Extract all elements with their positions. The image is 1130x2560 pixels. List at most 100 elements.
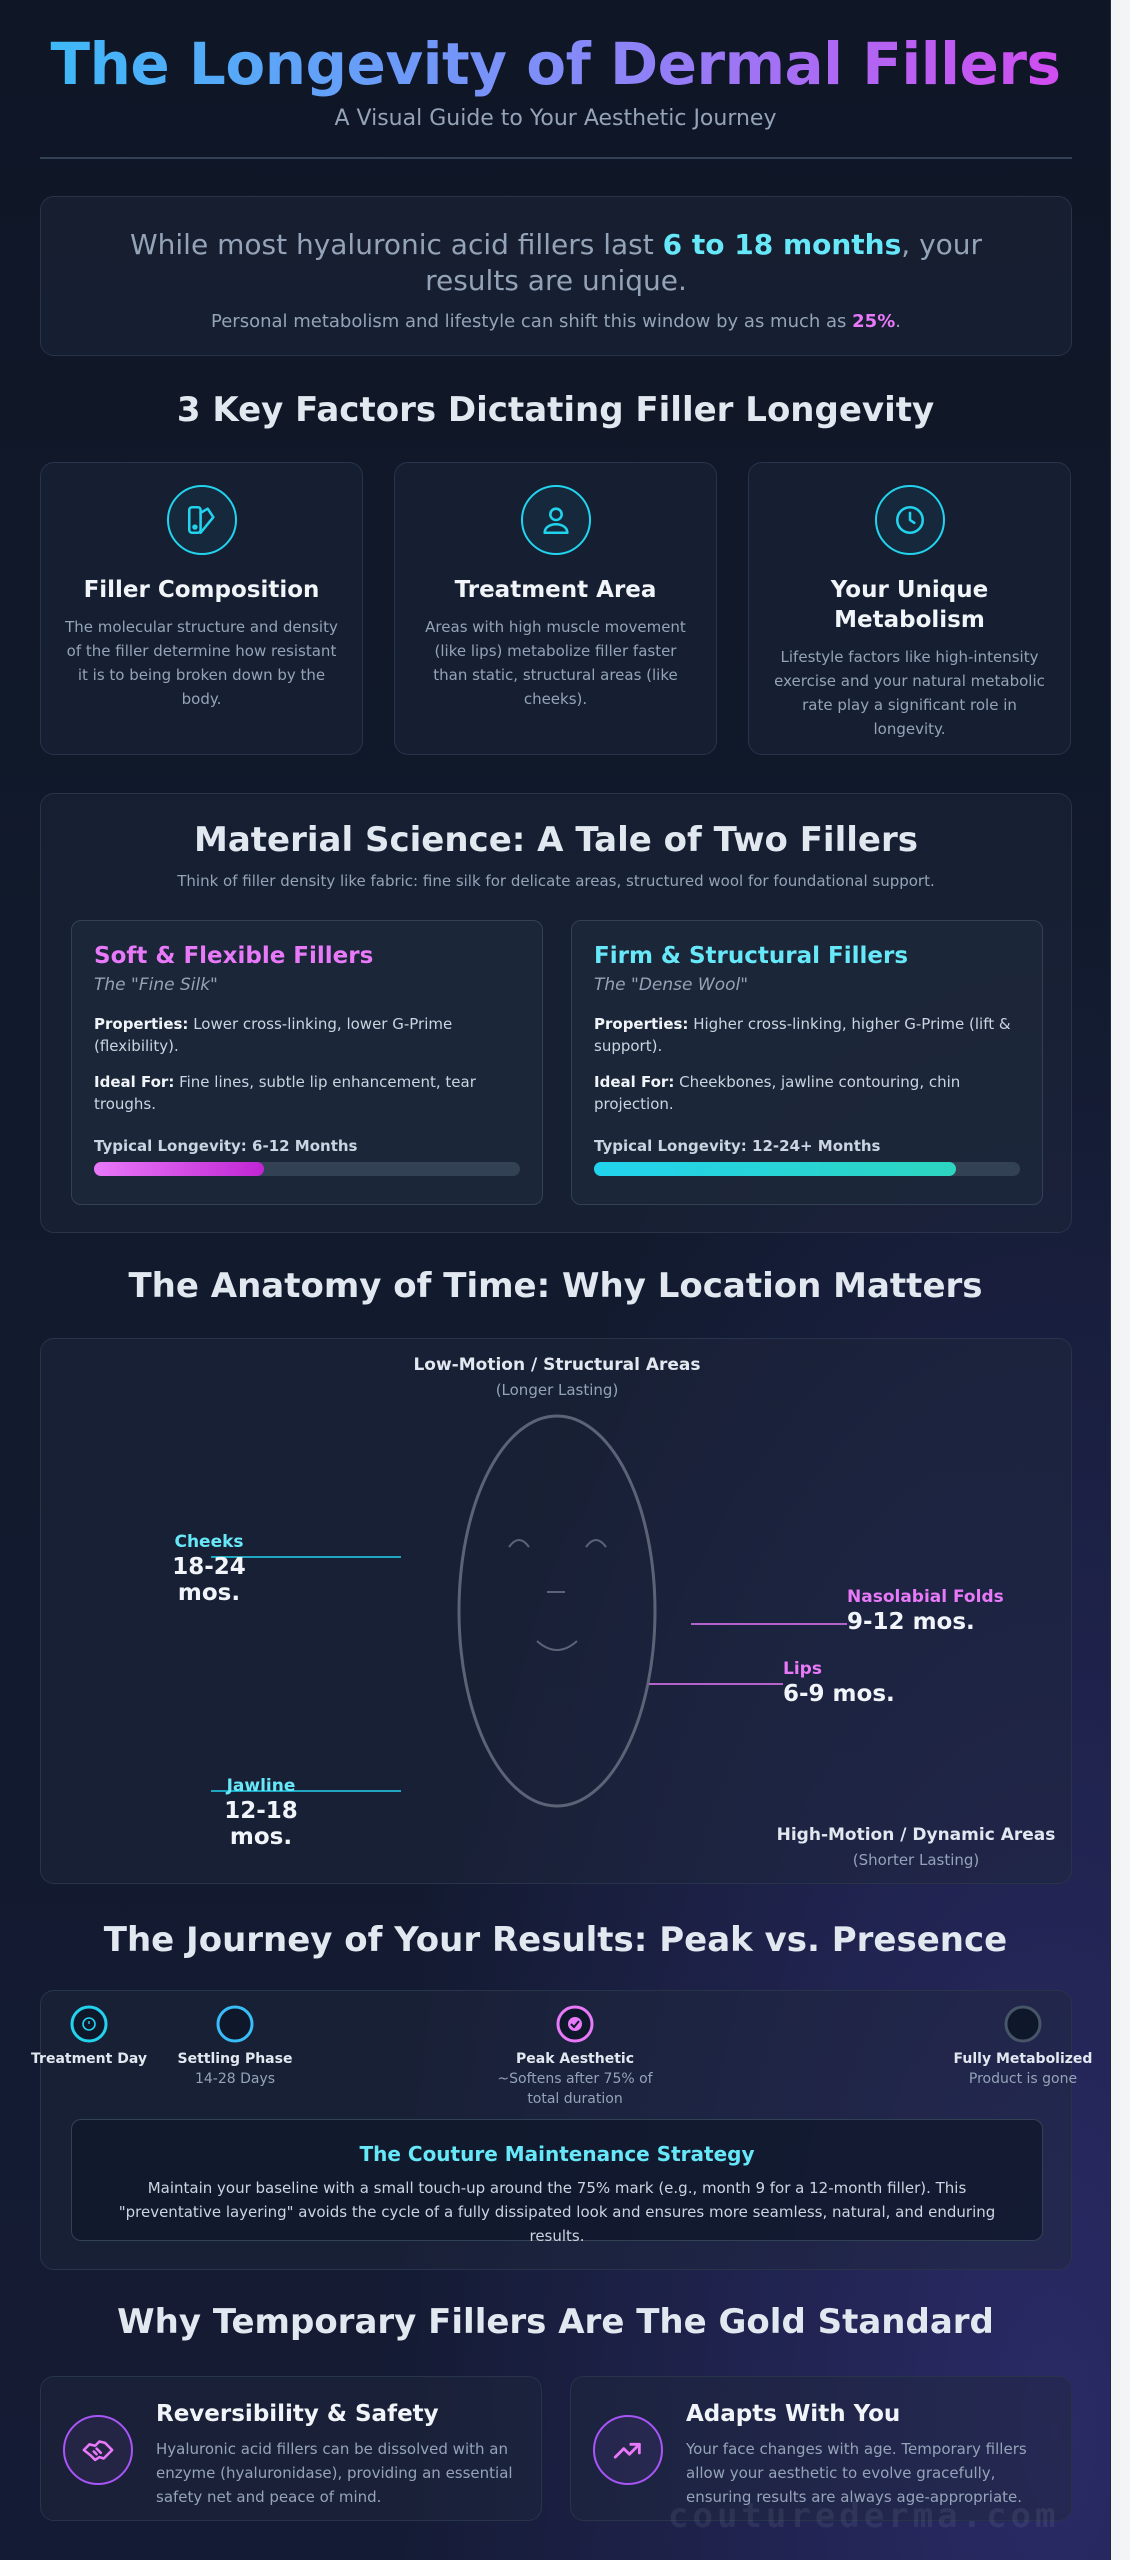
soft-longevity: Typical Longevity: 6-12 Months bbox=[94, 1137, 358, 1155]
face-diagram bbox=[211, 1414, 847, 1808]
zone-value: 18-24 mos. bbox=[172, 1554, 246, 1606]
properties-text: Lower cross-linking, lower G-Prime (flex… bbox=[94, 1015, 453, 1055]
zone-name: Lips bbox=[783, 1659, 822, 1679]
properties-label: Properties: bbox=[94, 1015, 189, 1033]
factor-body: Areas with high muscle movement (like li… bbox=[425, 618, 686, 708]
low-motion-sub: (Longer Lasting) bbox=[495, 1381, 619, 1399]
maintenance-strategy-box: The Couture Maintenance Strategy Maintai… bbox=[71, 2119, 1043, 2245]
milestone-detail: ~Softens after 75% of total duration bbox=[497, 2071, 653, 2107]
milestone-peak-aesthetic: Peak Aesthetic ~Softens after 75% of tot… bbox=[485, 2051, 665, 2109]
high-motion-sub: (Shorter Lasting) bbox=[852, 1851, 980, 1869]
zone-name: Nasolabial Folds bbox=[847, 1587, 1004, 1607]
milestone-fully-metabolized: Fully Metabolized Product is gone bbox=[943, 2051, 1103, 2089]
milestone-label: Treatment Day bbox=[31, 2051, 147, 2067]
factor-card-composition: Filler Composition The molecular structu… bbox=[40, 462, 363, 755]
zone-cheeks: Cheeks 18-24 mos. bbox=[139, 1532, 279, 1606]
ideal-text: Fine lines, subtle lip enhancement, tear… bbox=[94, 1073, 476, 1113]
composition-icon bbox=[166, 485, 237, 555]
intro-note-percent: 25% bbox=[852, 311, 896, 332]
intro-card: While most hyaluronic acid fillers last … bbox=[40, 196, 1072, 356]
material-science-card: Material Science: A Tale of Two Fillers … bbox=[40, 793, 1072, 1233]
factor-body: Lifestyle factors like high-intensity ex… bbox=[774, 648, 1045, 738]
milestone-settling-phase: Settling Phase 14-28 Days bbox=[167, 2051, 303, 2089]
watermark: couturederma.com bbox=[668, 2496, 1060, 2536]
soft-properties: Properties: Lower cross-linking, lower G… bbox=[94, 1013, 520, 1057]
firm-longevity: Typical Longevity: 12-24+ Months bbox=[594, 1137, 881, 1155]
firm-filler-tag: The "Dense Wool" bbox=[594, 975, 749, 995]
material-subtitle: Think of filler density like fabric: fin… bbox=[177, 872, 935, 890]
firm-properties: Properties: Higher cross-linking, higher… bbox=[594, 1013, 1020, 1057]
intro-statement: While most hyaluronic acid fillers last … bbox=[41, 227, 1071, 299]
intro-note-prefix: Personal metabolism and lifestyle can sh… bbox=[211, 311, 853, 332]
firm-filler-title: Firm & Structural Fillers bbox=[594, 943, 909, 969]
factor-body: The molecular structure and density of t… bbox=[65, 618, 338, 708]
zone-name: Jawline bbox=[226, 1776, 296, 1796]
strategy-title: The Couture Maintenance Strategy bbox=[359, 2142, 755, 2166]
zone-value: 6-9 mos. bbox=[783, 1681, 895, 1707]
ideal-label: Ideal For: bbox=[94, 1073, 175, 1091]
fully-metabolized-node bbox=[1004, 2005, 1042, 2043]
check-circle-icon bbox=[568, 2017, 582, 2031]
zone-nasolabial: Nasolabial Folds 9-12 mos. bbox=[847, 1587, 1004, 1635]
zone-lips: Lips 6-9 mos. bbox=[783, 1659, 895, 1707]
factor-title: Filler Composition bbox=[83, 577, 320, 603]
page-gutter bbox=[1111, 0, 1130, 2560]
firm-longevity-track bbox=[594, 1162, 1020, 1176]
zone-value: 9-12 mos. bbox=[847, 1609, 975, 1635]
adapts-card: Adapts With You Your face changes with a… bbox=[570, 2376, 1072, 2521]
right-eyebrow bbox=[585, 1539, 607, 1548]
left-eyebrow bbox=[508, 1539, 530, 1548]
benefit-body: Your face changes with age. Temporary fi… bbox=[686, 2440, 1027, 2506]
firm-ideal: Ideal For: Cheekbones, jawline contourin… bbox=[594, 1071, 1020, 1115]
benefit-title: Reversibility & Safety bbox=[156, 2401, 439, 2427]
firm-filler-card: Firm & Structural Fillers The "Dense Woo… bbox=[571, 920, 1043, 1205]
soft-filler-tag: The "Fine Silk" bbox=[94, 975, 218, 995]
soft-filler-card: Soft & Flexible Fillers The "Fine Silk" … bbox=[71, 920, 543, 1205]
check-mark bbox=[570, 2020, 580, 2029]
page-title: The Longevity of Dermal Fillers bbox=[0, 30, 1111, 98]
intro-suffix: , your results are unique. bbox=[425, 228, 983, 297]
clock-icon bbox=[82, 2017, 96, 2031]
high-motion-heading: High-Motion / Dynamic Areas bbox=[776, 1825, 1056, 1845]
intro-prefix: While most hyaluronic acid fillers last bbox=[129, 228, 663, 261]
milestone-label: Fully Metabolized bbox=[953, 2051, 1093, 2067]
journey-card: Treatment Day Settling Phase 14-28 Days … bbox=[31, 1990, 1092, 2270]
milestone-detail: 14-28 Days bbox=[194, 2071, 276, 2087]
divider bbox=[40, 157, 1072, 159]
milestone-detail: Product is gone bbox=[968, 2071, 1078, 2087]
clock-icon bbox=[874, 485, 945, 555]
milestone-label: Settling Phase bbox=[177, 2051, 293, 2067]
soft-longevity-track bbox=[94, 1162, 520, 1176]
journey-title: The Journey of Your Results: Peak vs. Pr… bbox=[103, 1920, 1008, 1960]
mouth bbox=[536, 1640, 578, 1651]
low-motion-label: Low-Motion / Structural Areas (Longer La… bbox=[357, 1355, 757, 1399]
milestone-label: Peak Aesthetic bbox=[516, 2051, 634, 2067]
timeline bbox=[70, 2005, 1042, 2043]
page-subtitle: A Visual Guide to Your Aesthetic Journey bbox=[334, 106, 777, 131]
soft-filler-title: Soft & Flexible Fillers bbox=[94, 943, 374, 969]
trending-up-icon bbox=[593, 2415, 663, 2485]
anatomy-title: The Anatomy of Time: Why Location Matter… bbox=[128, 1266, 983, 1306]
handshake-icon bbox=[63, 2415, 133, 2485]
ideal-text: Cheekbones, jawline contouring, chin pro… bbox=[594, 1073, 961, 1113]
properties-label: Properties: bbox=[594, 1015, 689, 1033]
factor-card-area: Treatment Area Areas with high muscle mo… bbox=[394, 462, 717, 755]
material-title: Material Science: A Tale of Two Fillers bbox=[194, 820, 918, 860]
factor-title: Treatment Area bbox=[454, 577, 657, 603]
benefit-title: Adapts With You bbox=[686, 2401, 901, 2427]
firm-longevity-bar bbox=[594, 1162, 957, 1176]
gold-standard-title: Why Temporary Fillers Are The Gold Stand… bbox=[117, 2302, 994, 2342]
soft-ideal: Ideal For: Fine lines, subtle lip enhanc… bbox=[94, 1071, 520, 1115]
intro-highlight: 6 to 18 months bbox=[662, 228, 902, 261]
user-icon bbox=[520, 485, 591, 555]
zone-jawline: Jawline 12-18 mos. bbox=[191, 1776, 331, 1850]
factor-title: Your Unique Metabolism bbox=[830, 577, 989, 633]
soft-longevity-bar bbox=[94, 1162, 265, 1176]
reversibility-card: Reversibility & Safety Hyaluronic acid f… bbox=[40, 2376, 542, 2521]
benefit-body: Hyaluronic acid fillers can be dissolved… bbox=[156, 2440, 513, 2506]
low-motion-heading: Low-Motion / Structural Areas bbox=[413, 1355, 701, 1375]
zone-name: Cheeks bbox=[174, 1532, 244, 1552]
intro-note-suffix: . bbox=[895, 311, 901, 332]
factors-title: 3 Key Factors Dictating Filler Longevity bbox=[176, 390, 935, 430]
